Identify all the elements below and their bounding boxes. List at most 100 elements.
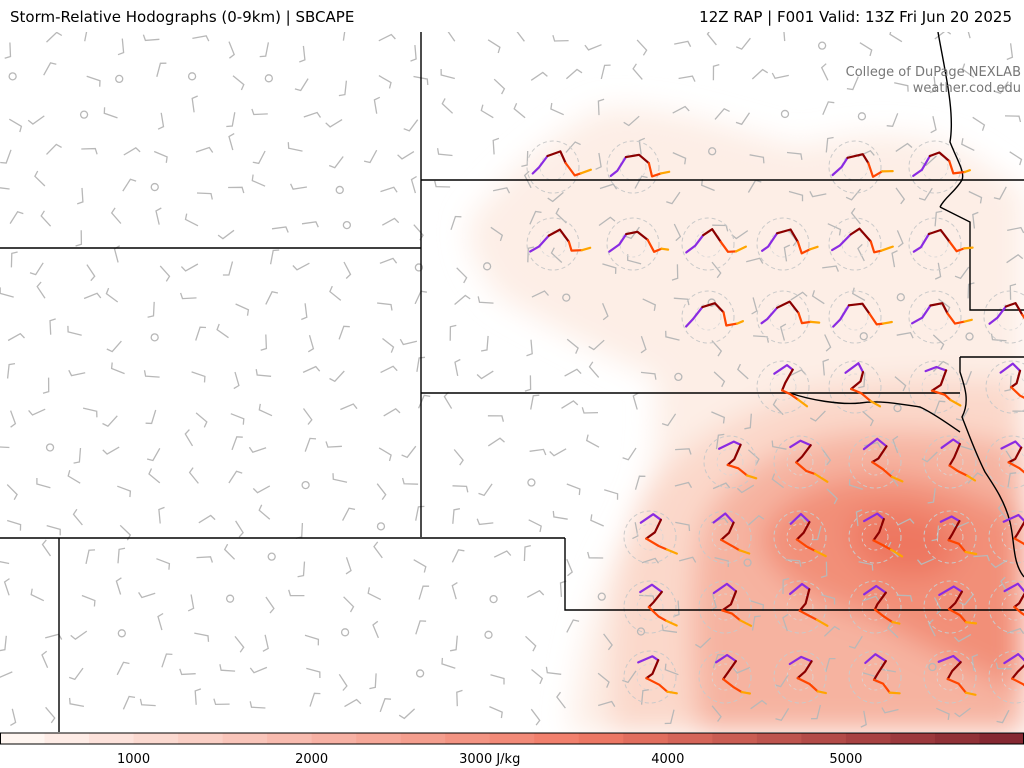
- wind-barb: [213, 698, 230, 706]
- hodograph: [939, 515, 978, 556]
- wind-barb: [0, 446, 10, 449]
- hodograph-segment: [722, 311, 739, 327]
- hodograph: [912, 228, 974, 253]
- hodograph-segment: [814, 549, 827, 558]
- hodograph-segment: [809, 245, 819, 251]
- wind-barb: [590, 514, 604, 527]
- hodograph: [637, 655, 678, 695]
- hodograph-inner-ring: [998, 448, 1024, 476]
- hodographs: [529, 150, 1024, 696]
- wind-barb: [157, 112, 165, 130]
- hodograph-segment: [795, 461, 817, 476]
- map-panel[interactable]: College of DuPage NEXLAB weather.cod.edu: [0, 32, 1024, 732]
- hodograph-segment: [912, 232, 930, 253]
- wind-barb: [997, 503, 1008, 520]
- hodograph-segment: [889, 548, 904, 558]
- hodograph-segment: [639, 583, 663, 594]
- wind-barb: [862, 595, 880, 602]
- wind-barb: [259, 42, 270, 58]
- hodograph-segment: [738, 549, 751, 555]
- wind-barb: [751, 615, 761, 631]
- wind-barb: [524, 375, 532, 392]
- wind-barb: [1004, 375, 1012, 392]
- wind-barb: [6, 362, 16, 379]
- wind-barb: [251, 174, 266, 187]
- hodograph-ring: [828, 290, 882, 344]
- hodograph-segment: [1010, 369, 1022, 389]
- hodograph-segment: [722, 678, 743, 694]
- colorbar-segment: [133, 733, 179, 744]
- hodograph-segment: [736, 320, 744, 325]
- wind-barb: [373, 96, 381, 114]
- hodograph-segment: [930, 369, 948, 392]
- wind-barb: [7, 332, 25, 342]
- wind-barb: [159, 265, 171, 282]
- hodograph-ring: [526, 217, 580, 271]
- hodograph-segment: [624, 153, 650, 165]
- hodograph-segment: [868, 312, 885, 326]
- hodograph-ring: [923, 510, 977, 564]
- hodograph: [789, 439, 829, 483]
- wind-barb: [493, 78, 506, 95]
- wind-barb: [971, 653, 979, 671]
- hodograph-ring: [848, 580, 902, 634]
- hodograph-segment: [948, 442, 961, 467]
- colorbar-segment: [534, 733, 580, 744]
- wind-barb: [566, 483, 581, 496]
- wind-barb: [489, 706, 503, 719]
- wind-barb: [303, 111, 322, 118]
- hodograph-segment: [1004, 302, 1024, 316]
- hodograph-ring: [773, 435, 827, 489]
- wind-barb: [139, 698, 156, 707]
- wind-barb: [81, 147, 98, 155]
- wind-barb: [372, 620, 379, 639]
- hodograph-segment: [864, 653, 887, 664]
- wind-barb: [0, 635, 7, 652]
- hodograph: [832, 302, 893, 328]
- hodograph: [831, 153, 894, 178]
- hodograph: [715, 653, 751, 695]
- hodograph-segment: [888, 691, 901, 695]
- wind-barb: [809, 410, 826, 422]
- wind-barb: [753, 335, 770, 343]
- wind-barb: [34, 170, 46, 187]
- hodograph-segment: [531, 154, 549, 175]
- hodograph-segment: [637, 655, 660, 664]
- calm-wind-marker: [636, 627, 646, 636]
- hodograph-segment: [869, 240, 883, 254]
- wind-barb: [67, 325, 82, 336]
- wind-barb: [195, 146, 214, 153]
- colorbar-segment: [89, 733, 135, 744]
- hodograph-segment: [937, 654, 962, 664]
- wind-barb: [102, 415, 118, 428]
- calm-wind-marker: [928, 662, 937, 672]
- wind-barb: [179, 668, 196, 676]
- wind-barb: [993, 186, 1007, 200]
- wind-barb: [397, 151, 415, 160]
- hodograph-segment: [645, 659, 660, 680]
- wind-barb: [1004, 115, 1022, 123]
- hodograph-segment: [963, 169, 971, 174]
- wind-barb: [972, 116, 986, 131]
- hodograph-segment: [776, 300, 800, 315]
- hodograph-segment: [948, 464, 969, 477]
- colorbar-bar: [0, 732, 1024, 745]
- hodograph-rings: [526, 140, 1024, 704]
- hodograph-ring: [526, 140, 580, 194]
- wind-barb: [894, 376, 907, 392]
- wind-barb: [329, 370, 345, 383]
- wind-barb: [81, 594, 96, 607]
- wind-barb: [959, 593, 975, 606]
- wind-barb: [666, 191, 681, 205]
- hodograph-segment: [773, 364, 794, 375]
- wind-barb: [265, 291, 279, 305]
- wind-barb: [309, 692, 321, 707]
- hodograph-inner-ring: [711, 593, 739, 621]
- hodograph-segment: [938, 585, 963, 596]
- wind-barb: [29, 262, 44, 276]
- wind-barb: [996, 709, 1010, 724]
- wind-barb: [380, 186, 398, 193]
- wind-barb: [1012, 410, 1024, 412]
- hodograph-segment: [647, 590, 663, 609]
- wind-barb: [714, 556, 729, 568]
